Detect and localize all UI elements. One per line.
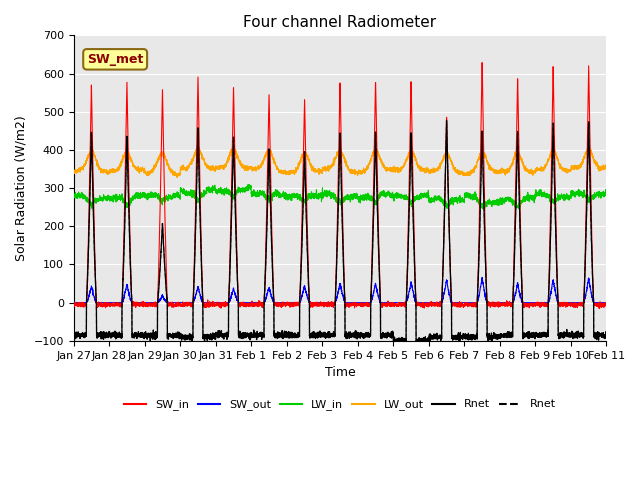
Legend: SW_in, SW_out, LW_in, LW_out, Rnet, Rnet: SW_in, SW_out, LW_in, LW_out, Rnet, Rnet xyxy=(120,395,560,415)
Title: Four channel Radiometer: Four channel Radiometer xyxy=(243,15,436,30)
X-axis label: Time: Time xyxy=(324,366,355,379)
Text: SW_met: SW_met xyxy=(87,53,143,66)
Y-axis label: Solar Radiation (W/m2): Solar Radiation (W/m2) xyxy=(15,115,28,261)
